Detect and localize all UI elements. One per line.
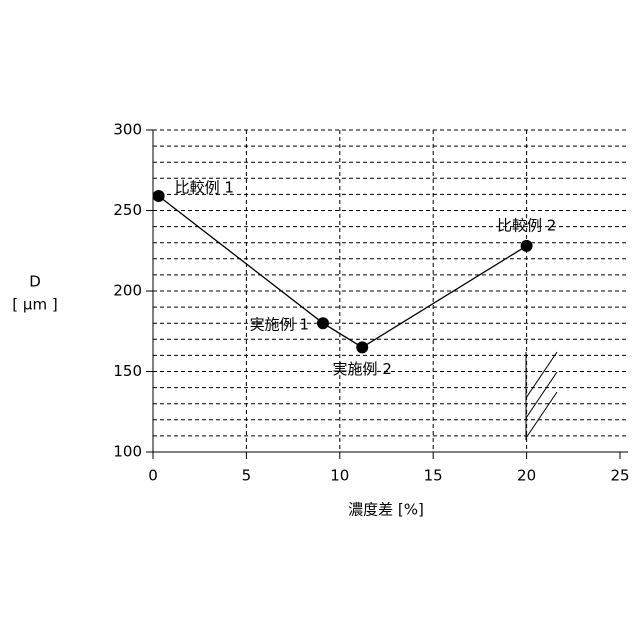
point — [153, 190, 165, 202]
point-label: 比較例 1 — [175, 179, 234, 197]
x-tick-label: 10 — [330, 467, 349, 485]
y-tick-label: 200 — [113, 282, 142, 300]
point-label: 比較例 2 — [497, 216, 556, 234]
x-tick-label: 20 — [517, 467, 536, 485]
x-tick-label: 15 — [424, 467, 443, 485]
point — [521, 240, 533, 252]
point-label: 実施例 1 — [250, 316, 309, 334]
x-tick-label: 0 — [148, 467, 158, 485]
y-tick-label: 100 — [113, 443, 142, 461]
y-axis-label: D — [29, 273, 41, 291]
line — [159, 196, 527, 347]
x-tick-label: 5 — [242, 467, 252, 485]
x-axis-label: 濃度差 [%] — [348, 501, 424, 519]
y-axis-unit: [ μm ] — [12, 296, 57, 314]
y-tick-label: 250 — [113, 201, 142, 219]
point-label: 実施例 2 — [333, 360, 392, 378]
point — [356, 341, 368, 353]
y-tick-label: 150 — [113, 362, 142, 380]
y-tick-label: 300 — [113, 121, 142, 139]
point — [317, 317, 329, 329]
x-tick-label: 25 — [610, 467, 629, 485]
break-symbol — [526, 352, 557, 440]
